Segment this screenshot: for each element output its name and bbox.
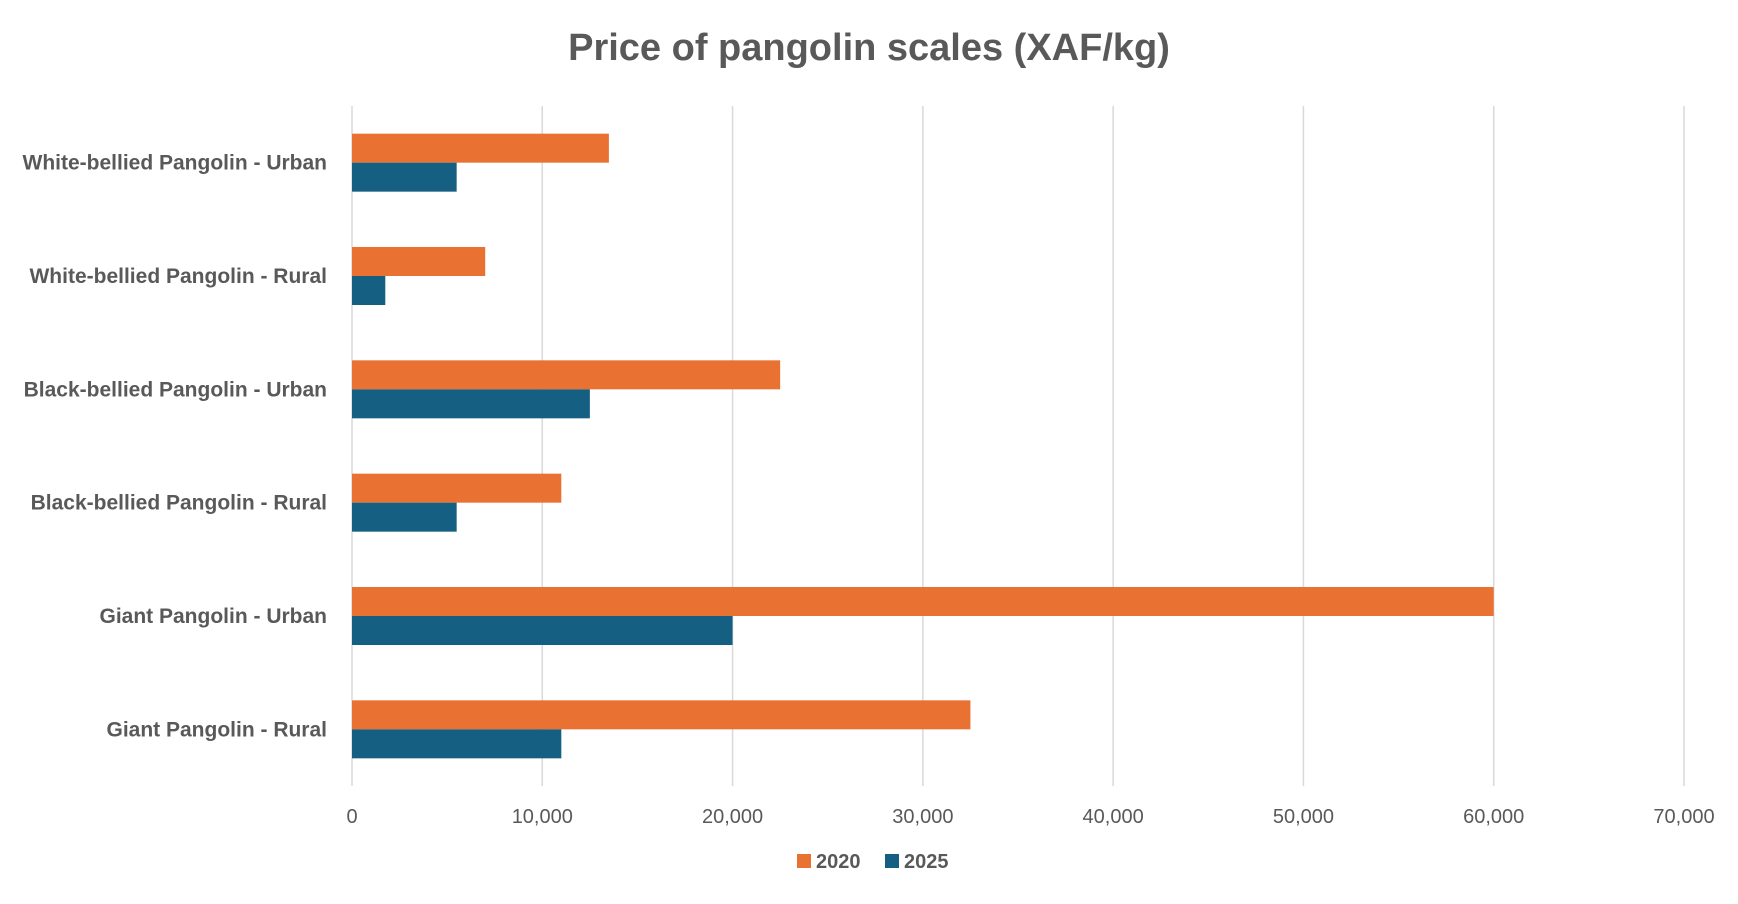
bar-2025 [352, 162, 457, 192]
bar-2025 [352, 276, 386, 305]
chart-title: Price of pangolin scales (XAF/kg) [568, 27, 1170, 69]
gridlines [351, 106, 1685, 786]
category-labels: White-bellied Pangolin - Urban White-bell… [23, 152, 328, 742]
legend-label: 2025 [904, 851, 949, 873]
bar-2025 [352, 729, 562, 759]
bars [352, 133, 1494, 759]
x-tick-label: 30,000 [892, 806, 953, 828]
bar-2020 [352, 587, 1494, 616]
bar-2020 [352, 360, 781, 390]
legend-swatch [797, 854, 811, 868]
x-tick-label: 10,000 [512, 806, 573, 828]
legend-swatch [885, 854, 899, 868]
x-tick-label: 20,000 [702, 806, 763, 828]
x-tick-label: 0 [346, 806, 357, 828]
category-label: Black-bellied Pangolin - Rural [31, 492, 327, 515]
legend: 2020 2025 [797, 851, 949, 873]
category-label: Giant Pangolin - Urban [99, 605, 327, 628]
bar-2020 [352, 473, 562, 503]
x-tick-label: 40,000 [1083, 806, 1144, 828]
bar-2025 [352, 616, 733, 645]
x-tick-label: 50,000 [1273, 806, 1334, 828]
x-tick-labels: 0 10,000 20,000 30,000 40,000 50,000 60,000 70,… [346, 806, 1714, 828]
legend-label: 2020 [816, 851, 861, 873]
category-label: Black-bellied Pangolin - Urban [24, 378, 327, 401]
category-label: White-bellied Pangolin - Urban [23, 152, 328, 175]
bar-2025 [352, 389, 590, 419]
bar-2020 [352, 700, 971, 730]
category-label: White-bellied Pangolin - Rural [29, 265, 327, 288]
category-label: Giant Pangolin - Rural [106, 718, 327, 741]
bar-2025 [352, 502, 457, 532]
bar-2020 [352, 133, 609, 163]
x-tick-label: 70,000 [1653, 806, 1714, 828]
x-tick-label: 60,000 [1463, 806, 1524, 828]
bar-2020 [352, 247, 486, 276]
